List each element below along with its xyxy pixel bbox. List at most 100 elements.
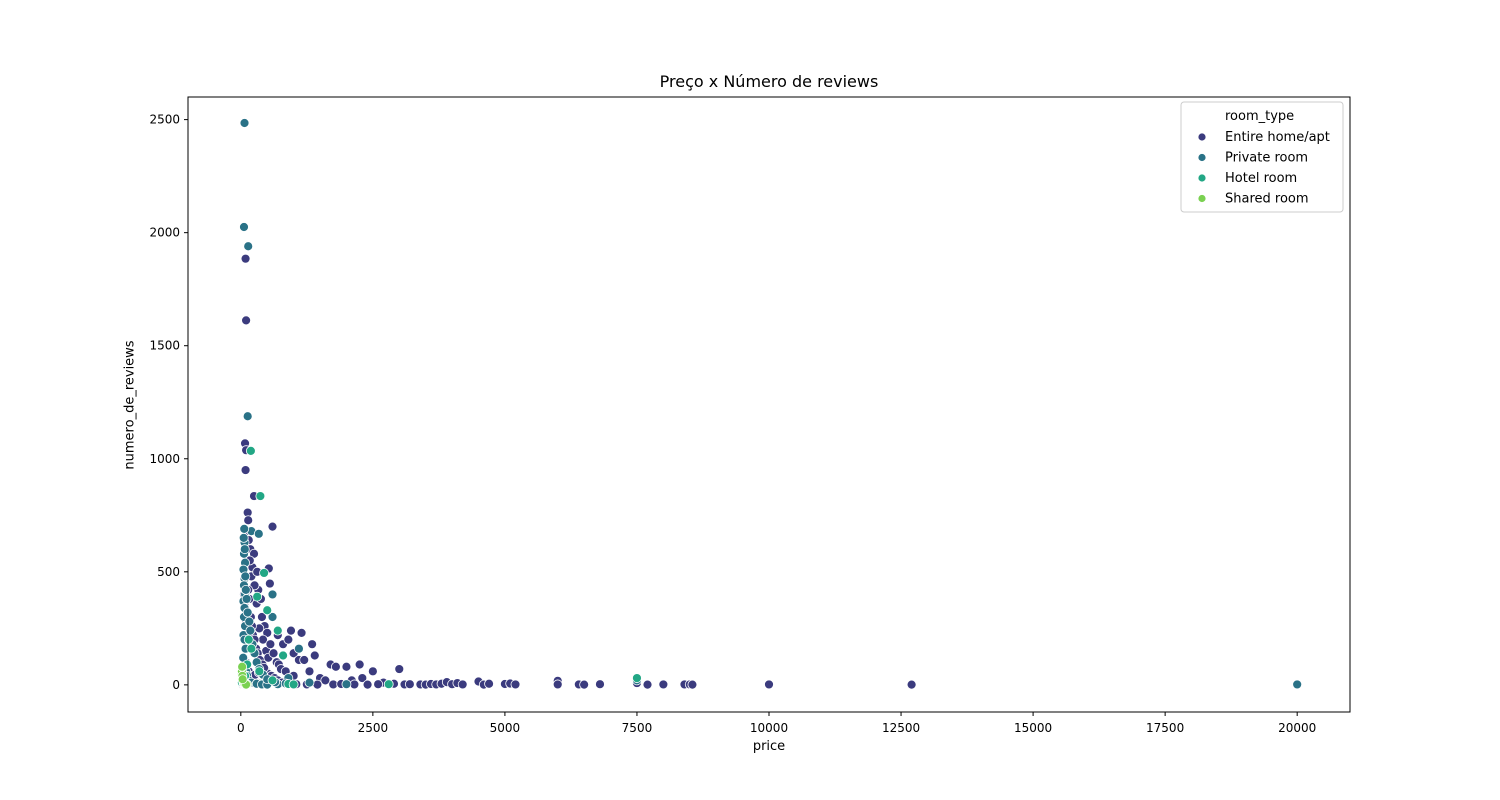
data-point <box>510 679 521 690</box>
data-point <box>288 679 299 690</box>
data-point <box>254 666 265 677</box>
plot-frame <box>187 96 1351 713</box>
data-point <box>552 679 563 690</box>
x-axis-ticks: 0 2500 5000 7500 10000 12500 15000 17500 20000 <box>237 712 1316 735</box>
legend-marker <box>1197 194 1207 203</box>
y-tick-label: 1000 <box>149 452 180 466</box>
data-point <box>642 679 653 690</box>
y-tick-label: 500 <box>157 565 180 579</box>
data-point <box>262 605 273 616</box>
data-point <box>237 661 248 672</box>
data-point <box>309 650 320 661</box>
data-point <box>267 589 278 600</box>
data-point <box>404 679 415 690</box>
legend-marker <box>1197 173 1207 183</box>
legend-title: room_type <box>1225 109 1294 124</box>
data-point <box>595 679 605 690</box>
data-point <box>268 648 279 659</box>
data-point <box>239 118 250 128</box>
data-point <box>906 679 917 690</box>
data-point <box>1292 679 1303 690</box>
data-point <box>239 544 250 555</box>
data-point <box>272 625 283 636</box>
data-point <box>241 594 252 604</box>
data-point <box>632 673 642 683</box>
data-point <box>341 679 352 690</box>
data-point <box>579 679 590 690</box>
y-tick-label: 2500 <box>149 113 180 127</box>
data-point <box>238 533 249 543</box>
data-point <box>457 679 468 690</box>
data-point <box>243 241 254 252</box>
series-1 <box>236 118 1303 690</box>
data-point <box>278 650 288 661</box>
legend-marker <box>1197 132 1207 142</box>
y-tick-label: 2000 <box>149 226 180 240</box>
data-point <box>307 639 318 650</box>
data-point <box>283 634 294 645</box>
x-tick-label: 17500 <box>1146 721 1184 735</box>
data-point <box>341 661 352 672</box>
legend-label: Hotel room <box>1225 171 1297 186</box>
data-point <box>239 222 249 232</box>
data-point <box>243 515 254 526</box>
data-point <box>242 411 253 422</box>
chart-title: Preço x Número de reviews <box>659 72 879 91</box>
data-point <box>267 521 278 532</box>
data-point <box>259 568 269 578</box>
data-point <box>304 677 315 688</box>
legend-box <box>1180 101 1344 213</box>
data-point <box>764 679 774 690</box>
data-point <box>383 679 394 690</box>
series-0 <box>237 253 917 690</box>
data-point <box>357 673 368 683</box>
data-point <box>267 675 278 686</box>
data-point <box>362 679 373 690</box>
legend-label: Shared room <box>1225 192 1309 207</box>
data-point <box>267 612 278 622</box>
x-tick-label: 5000 <box>490 721 521 735</box>
data-point <box>484 678 494 689</box>
data-point <box>373 679 384 690</box>
data-point <box>245 445 256 456</box>
data-point <box>367 666 378 677</box>
data-point <box>237 674 248 685</box>
data-point <box>239 523 250 534</box>
data-point <box>330 661 341 672</box>
data-point <box>243 634 254 645</box>
x-tick-label: 2500 <box>358 721 389 735</box>
legend: room_type Entire home/apt Private room Hote… <box>1180 101 1344 213</box>
y-axis-ticks: 0 500 1000 1500 2000 2500 <box>149 113 188 692</box>
legend-label: Entire home/apt <box>1225 130 1330 145</box>
data-point <box>304 666 315 677</box>
data-point <box>240 253 251 264</box>
data-point <box>253 528 264 539</box>
data-point <box>299 655 310 665</box>
data-point <box>245 625 256 636</box>
data-point <box>394 664 405 674</box>
data-point <box>252 591 263 602</box>
x-tick-label: 0 <box>237 721 245 735</box>
x-tick-label: 15000 <box>1014 721 1052 735</box>
data-point <box>658 679 669 690</box>
legend-marker <box>1197 153 1207 162</box>
series-3 <box>236 661 253 690</box>
points-layer <box>236 118 1303 690</box>
x-tick-label: 20000 <box>1278 721 1316 735</box>
data-point <box>264 578 275 589</box>
data-point <box>257 612 267 622</box>
y-tick-label: 1500 <box>149 339 180 353</box>
data-point <box>240 465 251 475</box>
x-axis-label: price <box>752 739 786 754</box>
data-point <box>294 643 304 654</box>
data-point <box>255 491 266 501</box>
data-point <box>240 585 251 595</box>
data-point <box>244 616 255 627</box>
data-point <box>246 643 257 654</box>
data-point <box>242 607 253 618</box>
data-point <box>687 679 698 690</box>
data-point <box>241 315 252 326</box>
data-point <box>354 659 365 670</box>
data-point <box>265 639 276 650</box>
